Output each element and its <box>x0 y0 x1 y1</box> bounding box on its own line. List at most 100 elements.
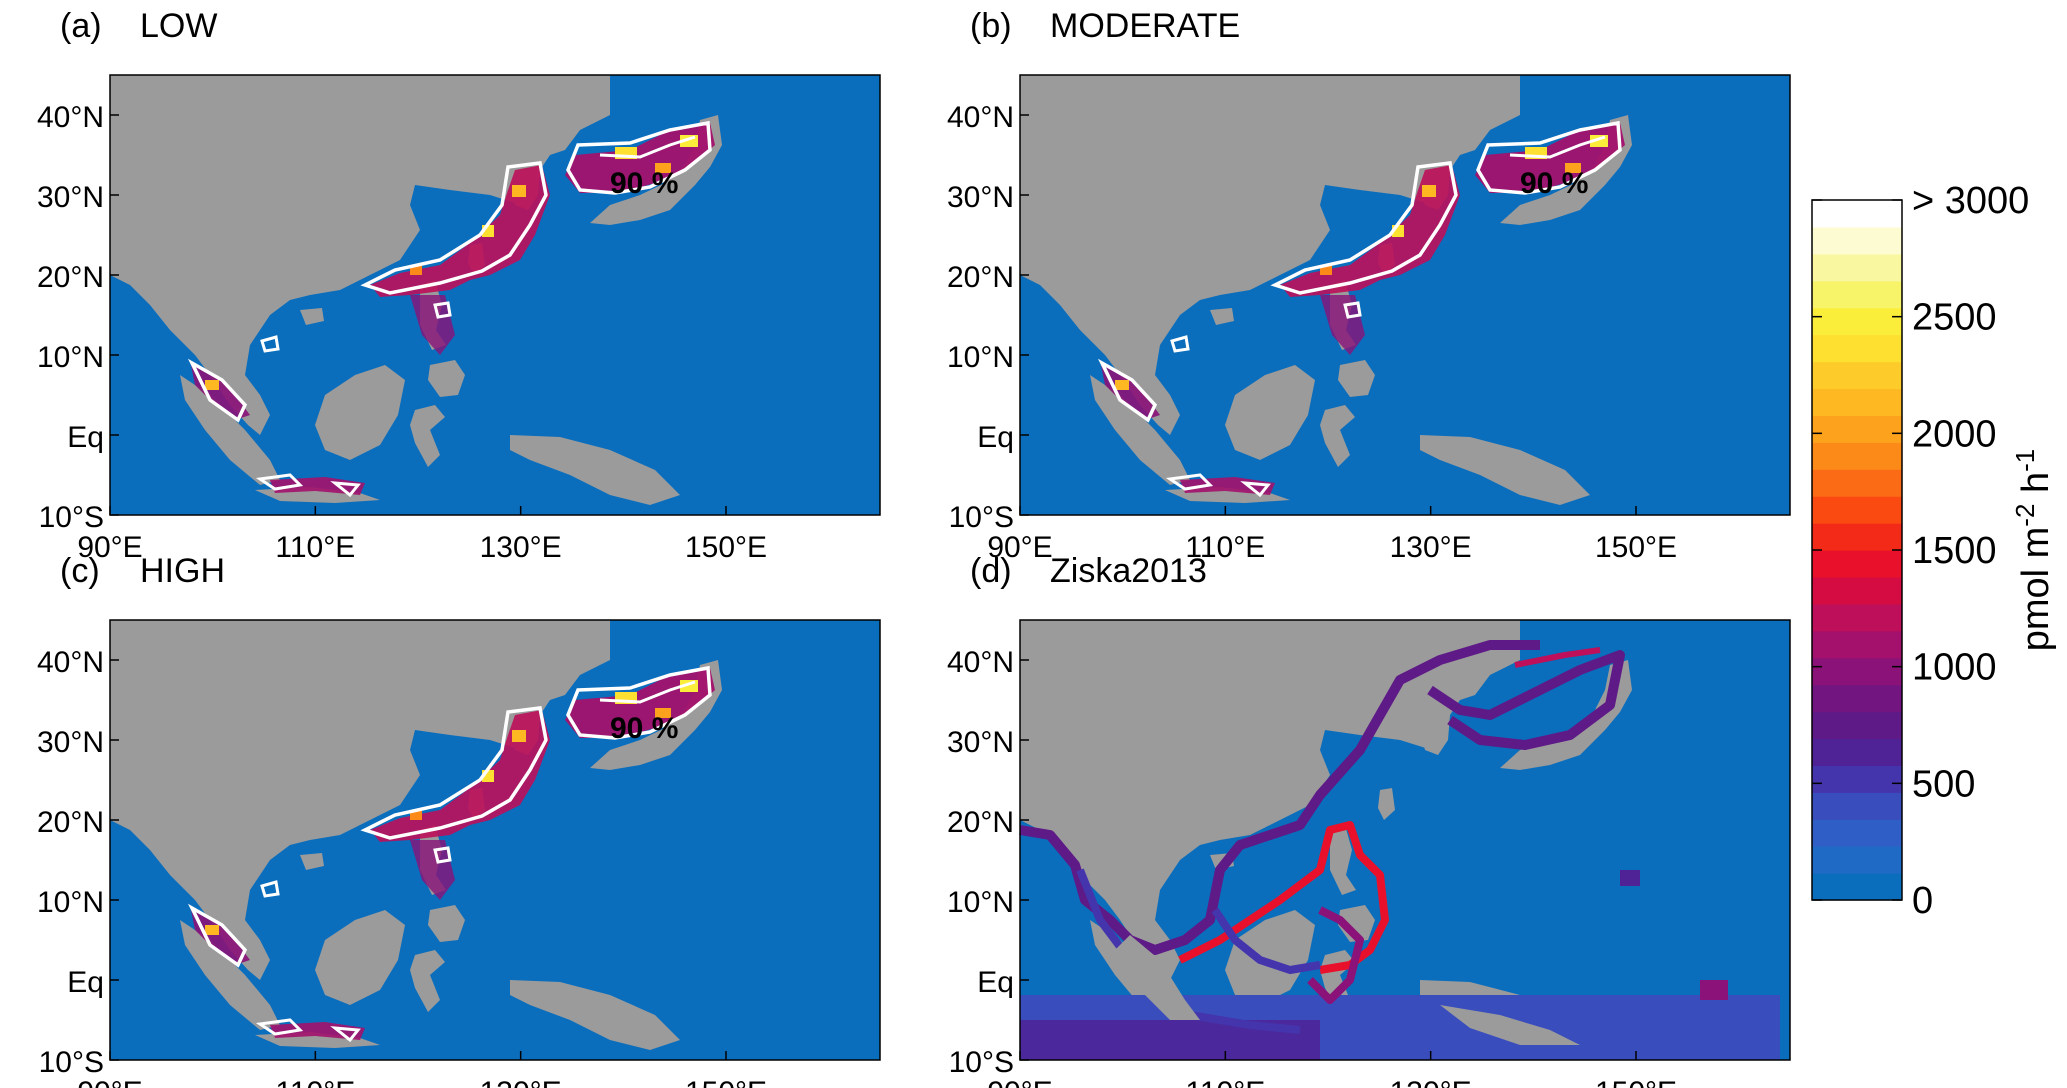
lat-tick-label: 20°N <box>947 806 1014 839</box>
lat-tick-label: 20°N <box>947 261 1014 294</box>
colorbar-swatch <box>1812 442 1902 470</box>
panel-title: LOW <box>140 7 217 45</box>
panel-tag: (d) <box>970 552 1012 590</box>
panel-title: HIGH <box>140 552 225 590</box>
lat-tick-label: 40°N <box>947 101 1014 134</box>
colorbar-unit-part: h <box>2015 472 2057 504</box>
lon-tick-label: 150°E <box>1595 1076 1677 1088</box>
lat-tick-label: 20°N <box>37 261 104 294</box>
panel-frame <box>109 74 881 516</box>
panel-title: Ziska2013 <box>1050 552 1207 590</box>
colorbar-swatch <box>1812 765 1902 793</box>
lat-tick-label: 30°N <box>37 726 104 759</box>
colorbar-title: pmol m-2 h-1 <box>2010 449 2057 652</box>
lat-tick-label: Eq <box>977 966 1014 999</box>
colorbar-swatch <box>1812 603 1902 632</box>
lat-tick-label: 10°N <box>947 886 1014 919</box>
colorbar-swatch <box>1812 226 1902 255</box>
colorbar-swatch <box>1812 469 1902 497</box>
lat-tick-label: 30°N <box>947 181 1014 214</box>
colorbar-unit-part: -2 <box>2010 504 2040 527</box>
lon-tick-label: 90°E <box>77 531 142 564</box>
colorbar-swatch <box>1812 200 1902 228</box>
panel-frame <box>109 619 881 1061</box>
map-panel-2: 90 % 40°N 30°N 20°N 10°N Eq 10°S90°E 110°E 130°E… <box>37 552 881 1088</box>
lon-tick-label: 130°E <box>480 531 562 564</box>
lat-tick-label: Eq <box>67 966 104 999</box>
lon-tick-label: 150°E <box>685 1076 767 1088</box>
colorbar-tick-label: 2500 <box>1912 297 1997 339</box>
colorbar-swatch <box>1812 711 1902 740</box>
colorbar-swatch <box>1812 550 1902 578</box>
colorbar-tick-label: 500 <box>1912 763 1975 805</box>
contour-label: 90 % <box>1520 167 1588 200</box>
lat-tick-label: 40°N <box>947 646 1014 679</box>
colorbar-tick-label: 1000 <box>1912 647 1997 689</box>
colorbar-swatch <box>1812 388 1902 416</box>
lat-tick-label: Eq <box>67 421 104 454</box>
lat-tick-label: 10°S <box>949 501 1014 534</box>
colorbar-swatch <box>1812 657 1902 686</box>
lat-tick-label: 40°N <box>37 646 104 679</box>
lat-tick-label: 10°N <box>947 341 1014 374</box>
colorbar-swatch <box>1812 280 1902 309</box>
colorbar-swatch <box>1812 684 1902 713</box>
colorbar-swatch <box>1812 523 1902 551</box>
colorbar-unit-label: pmol m-2 h-1 <box>2010 449 2057 652</box>
panel-title: MODERATE <box>1050 7 1240 45</box>
colorbar-swatch <box>1812 361 1902 390</box>
lon-tick-label: 110°E <box>1185 1076 1265 1088</box>
colorbar-swatch <box>1812 334 1902 363</box>
colorbar-swatch <box>1812 819 1902 847</box>
panel-tag: (c) <box>60 552 100 590</box>
lat-tick-label: 40°N <box>37 101 104 134</box>
colorbar-swatch <box>1812 792 1902 820</box>
lat-tick-label: Eq <box>977 421 1014 454</box>
colorbar-tick-label: 1500 <box>1912 530 1997 572</box>
lon-tick-label: 90°E <box>987 1076 1052 1088</box>
map-panel-0: 90 % 40°N 30°N 20°N 10°N Eq 10°S90°E 110°E 130°E… <box>37 7 881 564</box>
lon-tick-label: 130°E <box>1390 1076 1472 1088</box>
lon-tick-label: 90°E <box>987 531 1052 564</box>
colorbar-tick-label: 2000 <box>1912 413 1997 455</box>
lon-tick-label: 130°E <box>480 1076 562 1088</box>
lon-tick-label: 130°E <box>1390 531 1472 564</box>
colorbar-tick-label: 0 <box>1912 880 1933 922</box>
colorbar-swatch <box>1812 307 1902 336</box>
lon-tick-label: 150°E <box>685 531 767 564</box>
lat-tick-label: 10°N <box>37 341 104 374</box>
contour-label: 90 % <box>610 712 678 745</box>
lat-tick-label: 10°N <box>37 886 104 919</box>
colorbar-swatch <box>1812 738 1902 766</box>
colorbar-swatch <box>1812 846 1902 874</box>
lon-tick-label: 110°E <box>275 1076 355 1088</box>
contour-label: 90 % <box>610 167 678 200</box>
map-panel-1: 90 % 40°N 30°N 20°N 10°N Eq 10°S90°E 110°E 130°E… <box>947 7 1791 564</box>
colorbar-unit-part: -1 <box>2010 449 2040 472</box>
lon-tick-label: 110°E <box>275 531 355 564</box>
colorbar-swatch <box>1812 576 1902 605</box>
colorbar-swatch <box>1812 415 1902 443</box>
colorbar-swatch <box>1812 630 1902 659</box>
colorbar-swatch <box>1812 873 1902 901</box>
panel-frame <box>1019 619 1791 1061</box>
colorbar-swatch <box>1812 253 1902 282</box>
colorbar-swatch <box>1812 496 1902 524</box>
colorbar-tick-label: > 3000 <box>1912 180 2029 222</box>
panel-frame <box>1019 74 1791 516</box>
lat-tick-label: 10°S <box>39 1046 104 1079</box>
lat-tick-label: 10°S <box>949 1046 1014 1079</box>
colorbar: > 3000 2500 2000 1500 1000 500 0 pmol m-2 h-1 <box>1811 180 2057 922</box>
lon-tick-label: 150°E <box>1595 531 1677 564</box>
lat-tick-label: 10°S <box>39 501 104 534</box>
lat-tick-label: 20°N <box>37 806 104 839</box>
lat-tick-label: 30°N <box>37 181 104 214</box>
lat-tick-label: 30°N <box>947 726 1014 759</box>
lon-tick-label: 90°E <box>77 1076 142 1088</box>
panel-tag: (a) <box>60 7 102 45</box>
map-panel-3: 40°N 30°N 20°N 10°N Eq 10°S90°E 110°E 130°E 150°… <box>947 552 1791 1088</box>
panel-tag: (b) <box>970 7 1012 45</box>
colorbar-unit-part: pmol m <box>2015 527 2057 652</box>
lon-tick-label: 110°E <box>1185 531 1265 564</box>
